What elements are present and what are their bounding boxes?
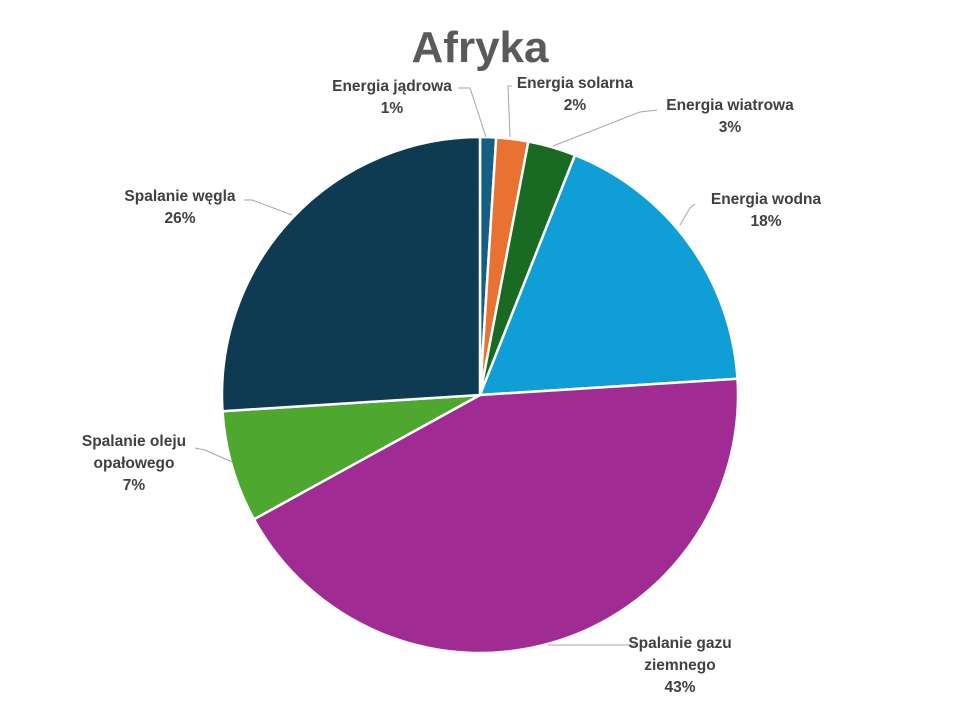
slice-percent-2: 3%	[719, 119, 742, 136]
pie-slice-6	[220, 135, 482, 413]
slice-percent-0: 1%	[381, 100, 404, 117]
slice-name-1: Energia solarna	[517, 75, 634, 92]
slice-name-6: Spalanie węgla	[124, 188, 236, 205]
slice-name-4: Spalanie gazu	[628, 635, 731, 652]
slice-label-4: Spalanie gazu ziemnego 43%	[628, 635, 731, 696]
slice-percent-3: 18%	[750, 213, 781, 230]
chart-title: Afryka	[412, 23, 549, 72]
slice-name-5: opałowego	[94, 455, 175, 472]
slice-name-3: Energia wodna	[711, 191, 822, 208]
slice-label-0: Energia jądrowa 1%	[332, 78, 452, 117]
slice-percent-5: 7%	[123, 477, 146, 494]
pie-slice-4	[252, 377, 740, 655]
slice-percent-1: 2%	[564, 97, 587, 114]
slice-name-5: Spalanie oleju	[82, 433, 186, 450]
slice-label-2: Energia wiatrowa 3%	[666, 97, 794, 136]
slice-label-5: Spalanie oleju opałowego 7%	[82, 433, 186, 494]
slice-label-1: Energia solarna 2%	[517, 75, 634, 114]
slice-label-3: Energia wodna 18%	[711, 191, 822, 230]
slice-name-2: Energia wiatrowa	[666, 97, 794, 114]
slice-name-4: ziemnego	[644, 657, 715, 674]
pie-slice-3	[478, 153, 739, 397]
leader-line-0	[458, 87, 487, 138]
slice-percent-4: 43%	[664, 679, 695, 696]
pie-slice-5	[221, 393, 481, 521]
leader-line-3	[679, 203, 696, 226]
slice-name-0: Energia jądrowa	[332, 78, 452, 95]
leader-line-5	[194, 447, 233, 463]
leader-line-6	[244, 199, 293, 216]
slice-percent-6: 26%	[164, 210, 195, 227]
slice-label-6: Spalanie węgla 26%	[124, 188, 236, 227]
leader-line-1	[507, 85, 512, 138]
leader-line-2	[552, 109, 658, 147]
